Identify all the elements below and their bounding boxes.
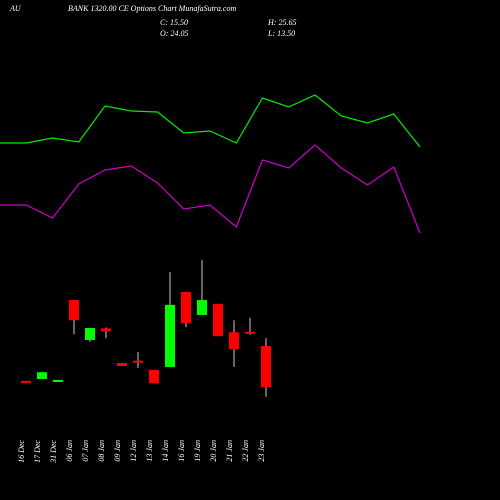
indicator-line [0,94,421,148]
x-tick-label: 16 Jan [177,440,186,462]
x-tick-label: 08 Jan [97,440,106,462]
candle-body [197,300,207,315]
indicator-line [0,144,421,234]
candle-body [53,379,63,382]
x-tick-label: 20 Jan [209,440,218,462]
candle-body [117,363,127,366]
candle-body [21,380,31,383]
x-tick-label: 14 Jan [161,440,170,462]
candle-body [85,327,95,340]
candle-body [245,331,255,334]
x-tick-label: 07 Jan [81,440,90,462]
x-tick-label: 13 Jan [145,440,154,462]
x-tick-label: 09 Jan [113,440,122,462]
open-stat: O: 24.05 [160,29,188,38]
candle-body [37,372,47,379]
close-stat: C: 15.50 [160,18,188,27]
x-tick-label: 21 Jan [225,440,234,462]
chart-title: BANK 1320.00 CE Options Chart MunafaSutr… [68,4,236,13]
candle-body [261,346,271,388]
candle-body [213,303,223,337]
candle-body [149,369,159,384]
x-tick-label: 16 Dec [17,440,26,463]
high-stat: H: 25.65 [267,18,296,27]
candle-body [101,328,111,332]
x-tick-label: 17 Dec [33,440,42,463]
x-tick-label: 22 Jan [241,440,250,462]
candle-body [69,300,79,321]
candle-body [181,291,191,324]
x-tick-label: 23 Jan [257,440,266,462]
candle-body [165,304,175,367]
x-tick-label: 31 Dec [49,440,58,464]
candle-body [133,360,143,363]
x-tick-label: 19 Jan [193,440,202,462]
x-tick-label: 06 Jan [65,440,74,462]
candle-body [229,332,239,350]
low-stat: L: 13.50 [267,29,295,38]
x-tick-label: 12 Jan [129,440,138,462]
symbol: AU [9,4,22,13]
